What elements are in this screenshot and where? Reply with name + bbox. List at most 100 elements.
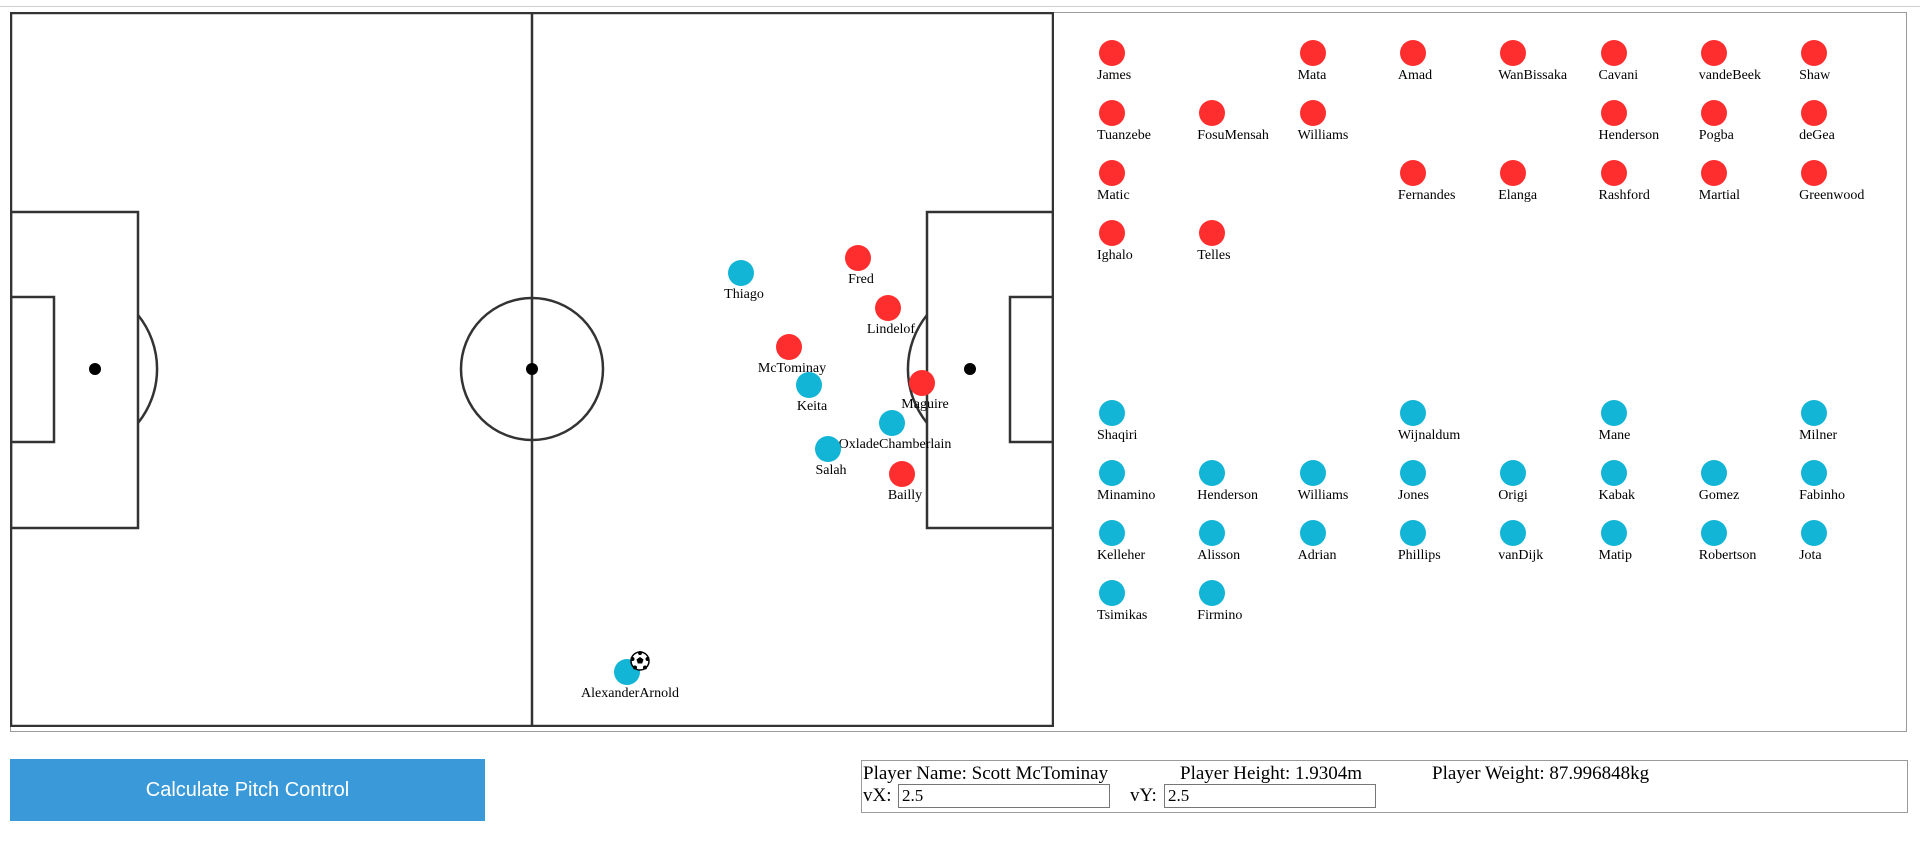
roster-player-label: Mane <box>1598 428 1631 443</box>
roster-player-label: Ighalo <box>1097 248 1133 263</box>
roster-player-marker[interactable] <box>1600 520 1627 546</box>
roster-player-marker[interactable] <box>1801 160 1828 186</box>
roster-player-marker[interactable] <box>1099 100 1125 126</box>
roster-player-marker[interactable] <box>1600 100 1627 126</box>
roster-player-label: Origi <box>1498 488 1528 503</box>
roster-player-label: Matip <box>1598 548 1632 563</box>
roster-player-marker[interactable] <box>1801 400 1828 426</box>
roster-player-marker[interactable] <box>1600 160 1627 186</box>
roster-player-label: Jota <box>1799 548 1822 563</box>
roster-player-marker[interactable] <box>1199 100 1226 126</box>
pitch-player-label: Keita <box>796 399 828 414</box>
roster-player-label: Shaqiri <box>1097 428 1138 443</box>
roster-player-marker[interactable] <box>1199 220 1226 246</box>
roster-player-marker[interactable] <box>1700 40 1727 66</box>
roster-player-marker[interactable] <box>1600 40 1627 66</box>
player-info-panel: Player Name: Scott McTominay Player Heig… <box>861 760 1908 813</box>
pitch-player-marker[interactable] <box>909 370 935 396</box>
vx-input[interactable] <box>898 784 1110 808</box>
roster-player-marker[interactable] <box>1399 520 1426 546</box>
roster-player-label: Gomez <box>1698 488 1740 503</box>
roster-player-marker[interactable] <box>1500 520 1527 546</box>
roster-player-marker[interactable] <box>1199 580 1226 606</box>
roster-player-label: vandeBeek <box>1698 68 1761 83</box>
roster-player-marker[interactable] <box>1399 40 1426 66</box>
left-penalty-box <box>10 210 140 530</box>
right-penalty-arc <box>906 314 928 424</box>
roster-player-marker[interactable] <box>1399 160 1426 186</box>
right-goal-box <box>1008 295 1054 444</box>
roster-player-marker[interactable] <box>1099 460 1125 486</box>
roster-player-marker[interactable] <box>1700 160 1727 186</box>
roster-player-marker[interactable] <box>1700 100 1727 126</box>
pitch-player-marker[interactable] <box>776 334 802 360</box>
roster-player-marker[interactable] <box>1600 400 1627 426</box>
roster-player-label: Cavani <box>1598 68 1639 83</box>
pitch-player-marker[interactable] <box>889 461 915 487</box>
roster-player-label: Williams <box>1297 488 1349 503</box>
roster-player-marker[interactable] <box>1399 400 1426 426</box>
pitch-player-marker[interactable] <box>845 245 871 271</box>
roster-player-marker[interactable] <box>1199 520 1226 546</box>
roster-player-label: Robertson <box>1698 548 1757 563</box>
right-penalty-box <box>925 210 1054 530</box>
roster-player-marker[interactable] <box>1299 40 1326 66</box>
soccer-ball-icon[interactable] <box>630 651 650 671</box>
roster-player-label: Henderson <box>1197 488 1258 503</box>
roster-player-label: Jones <box>1397 488 1430 503</box>
football-pitch[interactable] <box>10 12 1054 727</box>
vy-input[interactable] <box>1164 784 1376 808</box>
roster-player-marker[interactable] <box>1299 520 1326 546</box>
vx-label: vX: <box>863 785 892 806</box>
roster-player-marker[interactable] <box>1700 460 1727 486</box>
pitch-player-marker[interactable] <box>815 436 841 462</box>
roster-player-label: vanDijk <box>1498 548 1544 563</box>
roster-player-marker[interactable] <box>1099 520 1125 546</box>
roster-player-marker[interactable] <box>1500 460 1527 486</box>
roster-player-marker[interactable] <box>1299 460 1326 486</box>
roster-player-label: Kabak <box>1598 488 1636 503</box>
pitch-player-label: Lindelof <box>866 322 916 337</box>
player-weight-text: Player Weight: 87.996848kg <box>1432 763 1650 784</box>
roster-player-label: Pogba <box>1698 128 1734 143</box>
roster-player-marker[interactable] <box>1801 40 1828 66</box>
roster-player-label: FosuMensah <box>1197 128 1269 143</box>
pitch-player-label: Fred <box>848 272 874 287</box>
roster-player-label: Tuanzebe <box>1097 128 1151 143</box>
roster-player-marker[interactable] <box>1801 460 1828 486</box>
pitch-player-marker[interactable] <box>879 410 905 436</box>
roster-player-marker[interactable] <box>1199 460 1226 486</box>
pitch-player-marker[interactable] <box>728 260 754 286</box>
roster-player-marker[interactable] <box>1600 460 1627 486</box>
top-divider <box>0 6 1920 7</box>
roster-player-marker[interactable] <box>1500 160 1527 186</box>
vy-label: vY: <box>1130 785 1157 806</box>
roster-player-label: Kelleher <box>1097 548 1146 563</box>
roster-player-marker[interactable] <box>1099 400 1125 426</box>
roster-player-label: Adrian <box>1297 548 1337 563</box>
roster-player-marker[interactable] <box>1099 160 1125 186</box>
roster-player-marker[interactable] <box>1099 220 1125 246</box>
roster-player-label: Wijnaldum <box>1397 428 1461 443</box>
roster-player-marker[interactable] <box>1500 40 1527 66</box>
roster-player-label: Amad <box>1397 68 1433 83</box>
roster-player-marker[interactable] <box>1801 520 1828 546</box>
centre-spot <box>526 363 538 375</box>
roster-player-marker[interactable] <box>1801 100 1828 126</box>
roster-player-label: Fabinho <box>1799 488 1845 503</box>
roster-player-marker[interactable] <box>1399 460 1426 486</box>
player-name-text: Player Name: Scott McTominay <box>863 763 1109 784</box>
pitch-player-marker[interactable] <box>875 295 901 321</box>
roster-player-label: Fernandes <box>1397 188 1456 203</box>
roster-player-marker[interactable] <box>1099 580 1125 606</box>
roster-player-label: deGea <box>1799 128 1835 143</box>
roster-player-marker[interactable] <box>1299 100 1326 126</box>
roster-player-marker[interactable] <box>1700 520 1727 546</box>
roster-player-marker[interactable] <box>1099 40 1125 66</box>
roster-player-label: Tsimikas <box>1097 608 1148 623</box>
pitch-player-marker[interactable] <box>796 372 822 398</box>
roster-player-label: Mata <box>1297 68 1327 83</box>
roster-player-label: Alisson <box>1197 548 1241 563</box>
calculate-pitch-control-button[interactable]: Calculate Pitch Control <box>10 759 485 821</box>
left-goal-box <box>10 295 56 444</box>
